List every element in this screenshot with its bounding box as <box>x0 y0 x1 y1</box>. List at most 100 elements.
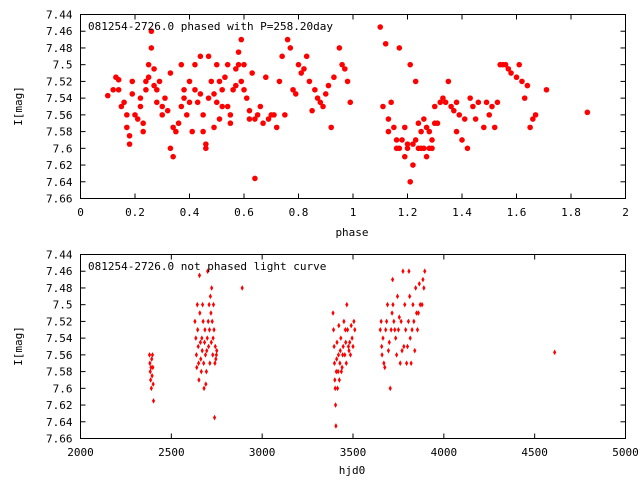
data-point <box>241 61 247 68</box>
data-point <box>224 61 231 68</box>
phased-plot-ticks: 0 0.2 0.4 0.6 0.8 1 1.2 1.4 1.6 1.8 2 7.44 7.46 7.48 7… <box>46 9 629 220</box>
data-point <box>233 82 239 89</box>
data-point <box>453 99 460 106</box>
data-point <box>207 301 211 308</box>
data-point <box>412 78 419 85</box>
data-point <box>346 343 351 350</box>
data-point <box>216 116 223 122</box>
phased-plot-x-label: phase <box>335 226 368 239</box>
data-point <box>527 124 533 131</box>
data-point <box>332 343 336 350</box>
data-point <box>238 78 245 85</box>
data-point <box>339 368 343 375</box>
x-tick-label: 1 <box>350 206 357 219</box>
data-point <box>207 326 212 333</box>
data-point <box>115 76 122 83</box>
data-point <box>147 352 152 358</box>
data-point <box>197 272 202 279</box>
data-point <box>211 352 215 358</box>
data-point <box>206 318 210 325</box>
data-point <box>416 310 420 316</box>
data-point <box>205 53 212 60</box>
data-point <box>292 91 299 97</box>
data-point <box>178 103 185 110</box>
data-point <box>213 343 217 350</box>
data-point <box>249 70 255 76</box>
data-point <box>333 377 337 383</box>
data-point <box>206 343 211 350</box>
data-point <box>470 103 476 110</box>
data-point <box>235 49 242 55</box>
data-point <box>335 356 339 362</box>
data-point <box>170 153 176 160</box>
data-point <box>243 95 250 101</box>
data-point <box>137 95 144 101</box>
data-point <box>213 99 220 106</box>
y-tick-label: 7.44 <box>46 249 73 262</box>
data-point <box>382 40 389 47</box>
data-point <box>200 112 206 118</box>
y-tick-label: 7.5 <box>53 59 73 72</box>
x-tick-label: 2500 <box>158 446 185 459</box>
data-point <box>210 318 214 325</box>
data-point <box>391 124 397 131</box>
data-point <box>421 116 427 122</box>
data-point <box>543 86 550 93</box>
data-point <box>154 86 160 93</box>
data-point <box>254 112 261 118</box>
y-tick-label: 7.5 <box>53 299 73 312</box>
data-point <box>395 293 400 300</box>
data-point <box>380 103 386 110</box>
y-tick-label: 7.46 <box>46 265 73 278</box>
data-point <box>348 352 353 358</box>
data-point <box>342 318 346 325</box>
data-point <box>407 268 411 275</box>
data-point <box>401 153 408 160</box>
data-point <box>196 326 200 333</box>
unphased-plot-points <box>147 268 557 429</box>
data-point <box>194 352 199 358</box>
data-point <box>404 360 409 367</box>
data-point <box>151 364 155 371</box>
data-point <box>336 368 340 375</box>
data-point <box>429 137 435 143</box>
data-point <box>121 99 127 106</box>
data-point <box>489 103 495 110</box>
data-point <box>151 398 156 404</box>
data-point <box>213 61 220 68</box>
data-point <box>350 335 354 341</box>
data-point <box>412 137 419 143</box>
data-point <box>273 124 280 131</box>
data-point <box>198 339 202 346</box>
data-point <box>401 124 408 131</box>
y-tick-label: 7.56 <box>46 349 73 362</box>
data-point <box>246 107 253 114</box>
x-tick-label: 0.2 <box>125 206 145 219</box>
data-point <box>151 82 157 89</box>
data-point <box>385 301 390 308</box>
data-point <box>386 347 391 354</box>
data-point <box>149 385 153 392</box>
data-point <box>418 301 422 308</box>
data-point <box>124 124 130 131</box>
y-tick-label: 7.6 <box>53 142 73 155</box>
x-tick-label: 3000 <box>249 446 276 459</box>
data-point <box>385 116 392 122</box>
y-tick-label: 7.54 <box>46 92 73 105</box>
data-point <box>410 141 416 147</box>
data-point <box>431 103 438 110</box>
data-point <box>227 120 234 127</box>
data-point <box>162 95 168 101</box>
data-point <box>393 137 400 143</box>
data-point <box>332 360 337 367</box>
data-point <box>196 360 201 367</box>
data-point <box>309 107 315 114</box>
x-tick-label: 4500 <box>521 446 548 459</box>
data-point <box>410 162 416 168</box>
data-point <box>394 335 398 341</box>
data-point <box>347 347 351 354</box>
data-point <box>396 145 403 152</box>
data-point <box>429 145 435 152</box>
data-point <box>467 95 473 101</box>
